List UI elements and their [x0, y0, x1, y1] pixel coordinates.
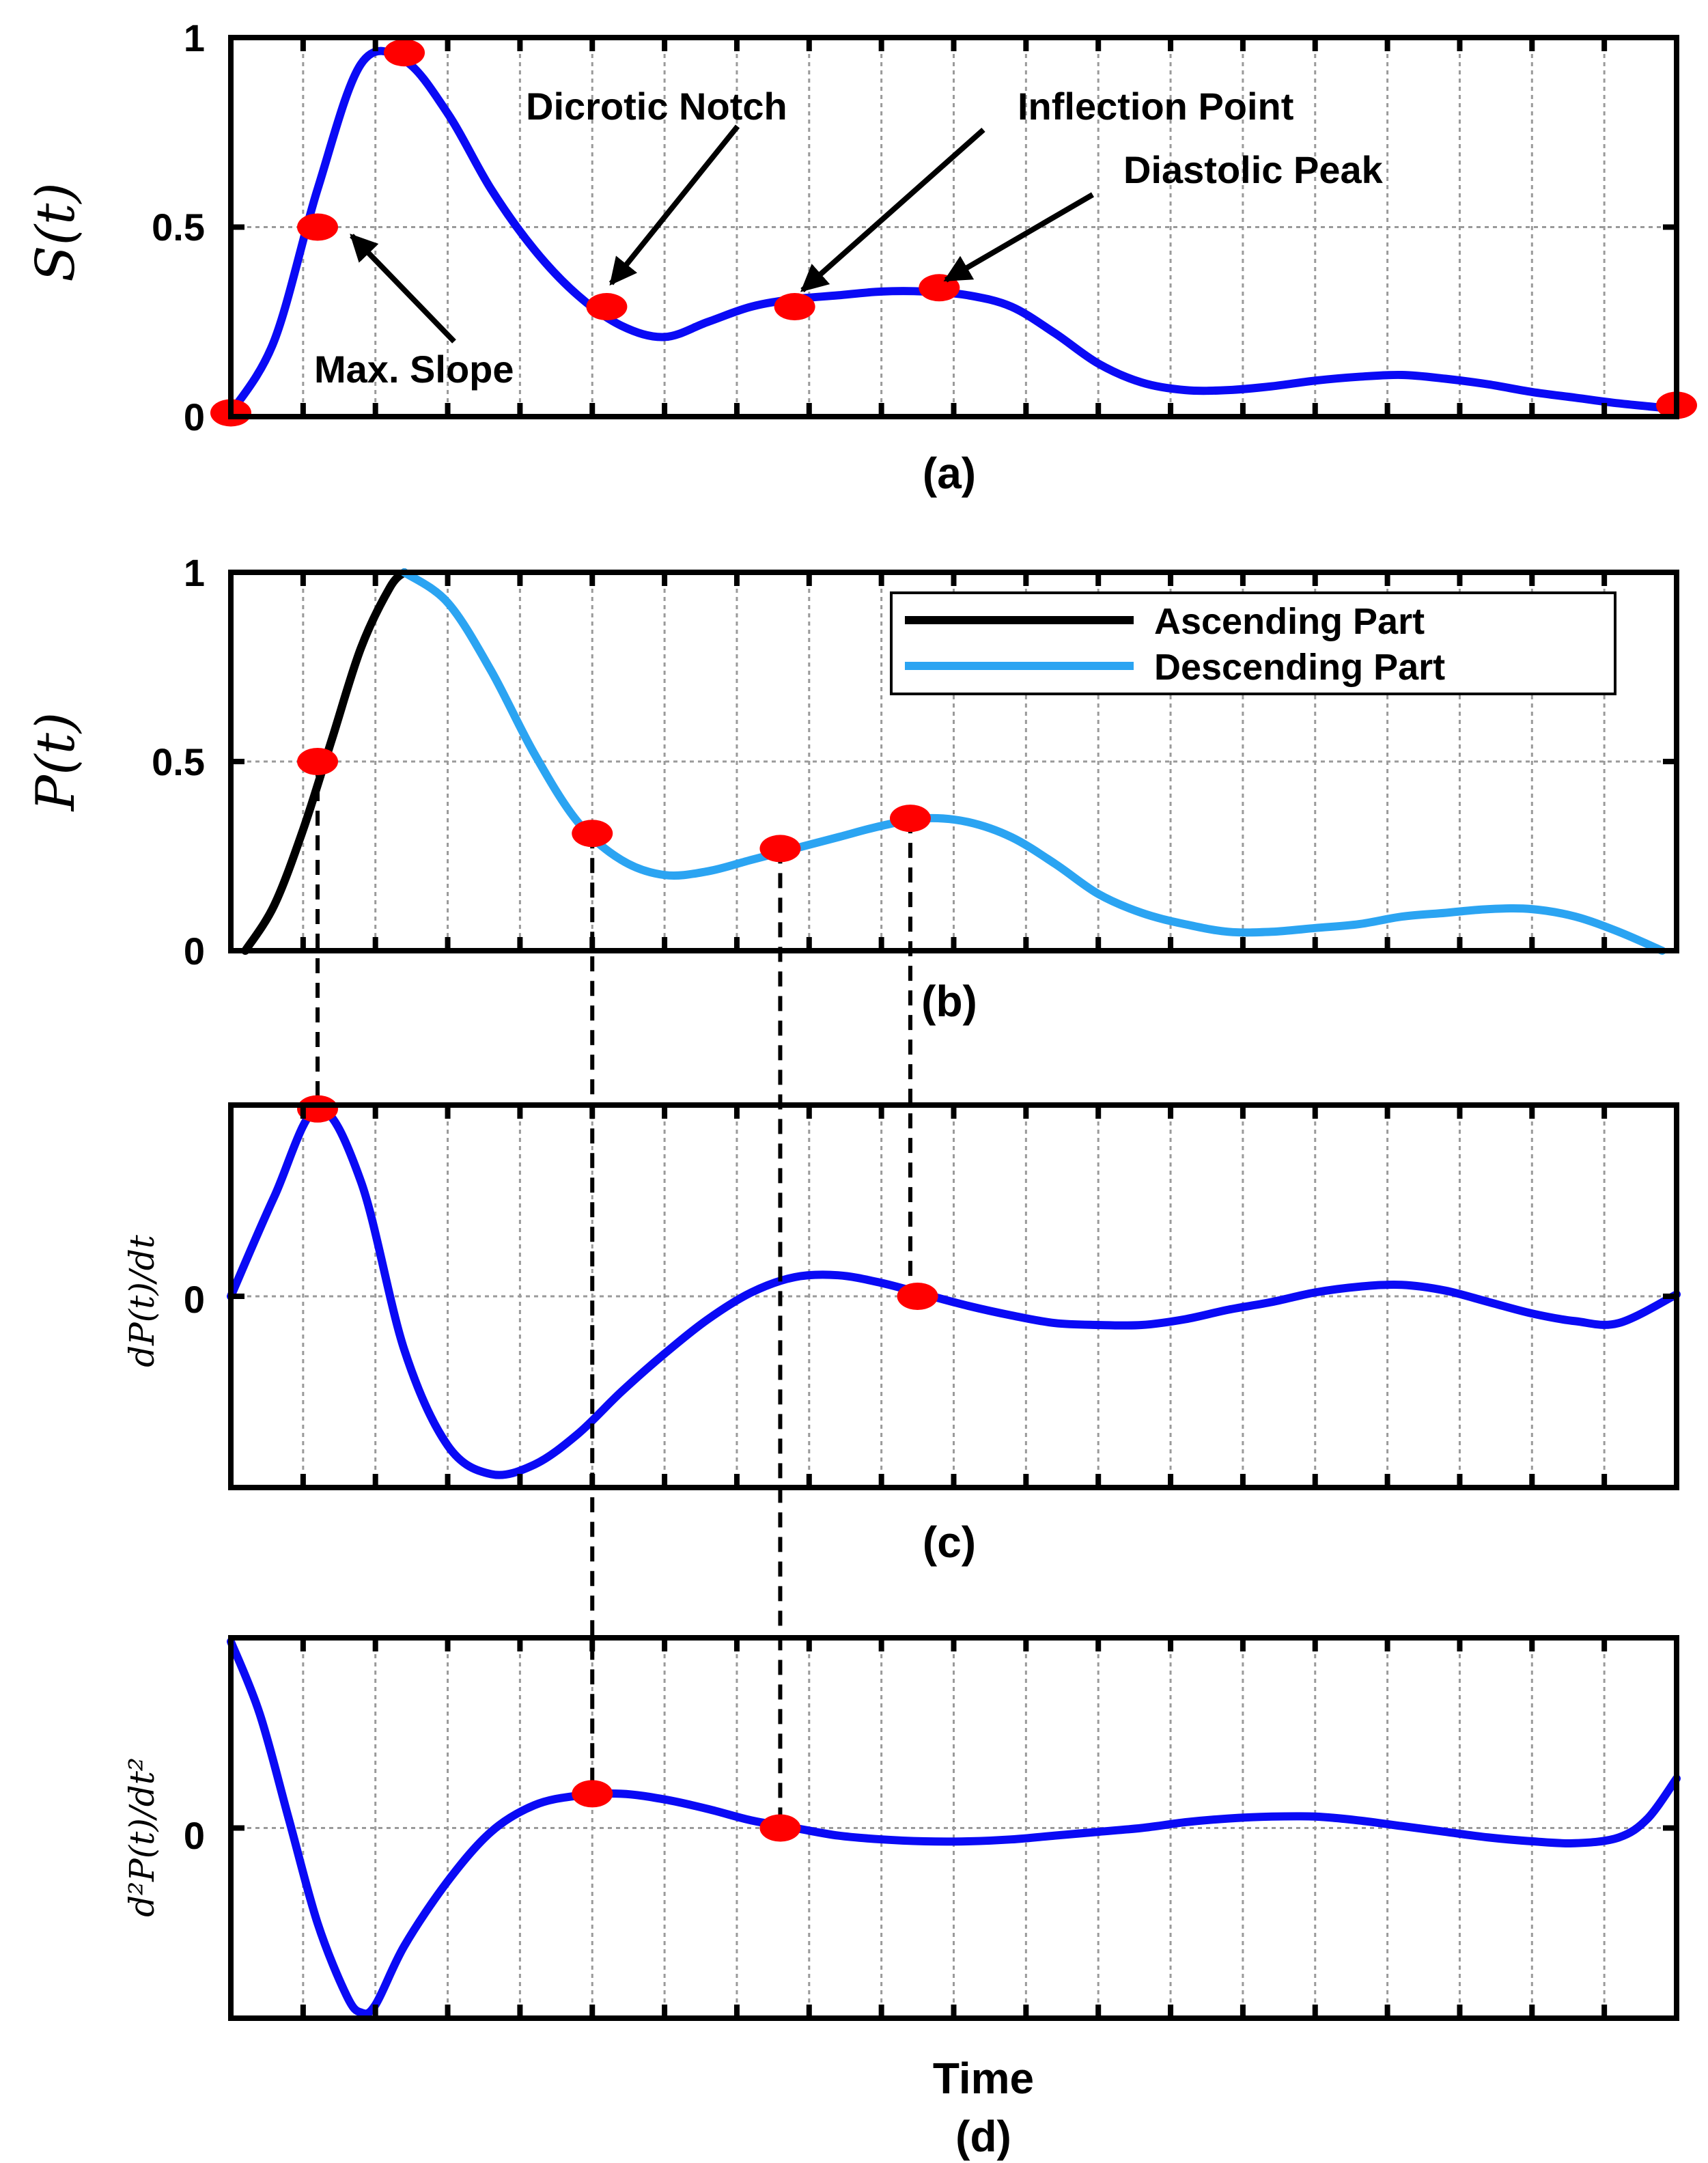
- legend-box: [890, 591, 1616, 695]
- panel-d-xlabel: Time: [933, 2054, 1034, 2103]
- panel-d-series-0: [227, 1637, 1681, 2018]
- frames-layer: [228, 35, 1679, 2021]
- annotation-inflection-point: Inflection Point: [800, 85, 1293, 292]
- panel-c-ylabel: dP(t)/dt: [122, 1234, 162, 1367]
- panel-a-caption: (a): [923, 449, 976, 498]
- annotation-label-max-slope: Max. Slope: [314, 348, 514, 391]
- panel-d-ytick-0: 0: [184, 1814, 205, 1857]
- panel-b-marker-0: [297, 748, 339, 775]
- panel-b-frame: [228, 570, 1679, 953]
- panel-b-ytick-1: 1: [184, 551, 205, 594]
- connectors-layer: [316, 762, 912, 1828]
- panel-a-marker-2: [384, 39, 425, 67]
- annotation-diastolic-peak: Diastolic Peak: [943, 148, 1384, 283]
- panel-a-series-0: [227, 46, 1681, 417]
- panel-b-ytick-0: 0: [184, 930, 205, 973]
- panel-b-marker-1: [572, 820, 613, 848]
- panel-a-marker-3: [586, 293, 628, 321]
- panel-c-frame: [228, 1102, 1679, 1490]
- panel-c-marker-0: [297, 1095, 339, 1123]
- panel-c-ytick-0: 0: [184, 1278, 205, 1321]
- panel-a-marker-4: [774, 293, 815, 321]
- annotation-arrow-dicrotic-notch: [608, 124, 740, 286]
- panel-a-ytick-0: 0: [184, 395, 205, 438]
- annotation-max-slope: Max. Slope: [314, 234, 514, 391]
- panel-b-caption: (b): [921, 977, 977, 1026]
- panel-c-series-0: [227, 1104, 1681, 1479]
- panel-a-ytick-1: 1: [184, 16, 205, 59]
- panel-d-frame: [228, 1635, 1679, 2021]
- panel-b-marker-2: [759, 835, 801, 863]
- panel-d-marker-1: [759, 1814, 801, 1842]
- annotation-label-inflection-point: Inflection Point: [1018, 85, 1293, 128]
- panel-a-ytick-0.5: 0.5: [152, 206, 205, 249]
- panel-d-ylabel: d²P(t)/dt²: [122, 1757, 162, 1917]
- panel-b-marker-3: [889, 805, 931, 833]
- annotation-arrow-diastolic-peak: [943, 192, 1095, 283]
- panel-d-marker-0: [572, 1780, 613, 1808]
- panel-b-legend: Ascending Part Descending Part: [890, 591, 1616, 695]
- curves-layer: [227, 46, 1681, 2018]
- panel-b-series-0: [241, 568, 408, 955]
- panel-a-marker-1: [297, 213, 339, 241]
- annotation-dicrotic-notch: Dicrotic Notch: [526, 85, 787, 286]
- annotation-arrow-inflection-point: [800, 128, 985, 292]
- panel-b-ytick-0.5: 0.5: [152, 740, 205, 783]
- panel-a-ylabel: S(t): [25, 182, 87, 282]
- panel-d-caption: (d): [955, 2112, 1011, 2161]
- panel-c-marker-1: [897, 1283, 938, 1310]
- legend-label-descending: Descending Part: [1154, 647, 1445, 688]
- panel-c-caption: (c): [923, 1518, 976, 1567]
- panel-b-ylabel: P(t): [25, 712, 87, 813]
- annotation-arrow-max-slope: [350, 234, 456, 344]
- annotation-label-dicrotic-notch: Dicrotic Notch: [526, 85, 787, 128]
- legend-label-ascending: Ascending Part: [1154, 601, 1425, 642]
- annotation-label-diastolic-peak: Diastolic Peak: [1123, 148, 1384, 191]
- markers-layer: [210, 39, 1697, 1842]
- panel-a-frame: [228, 35, 1679, 419]
